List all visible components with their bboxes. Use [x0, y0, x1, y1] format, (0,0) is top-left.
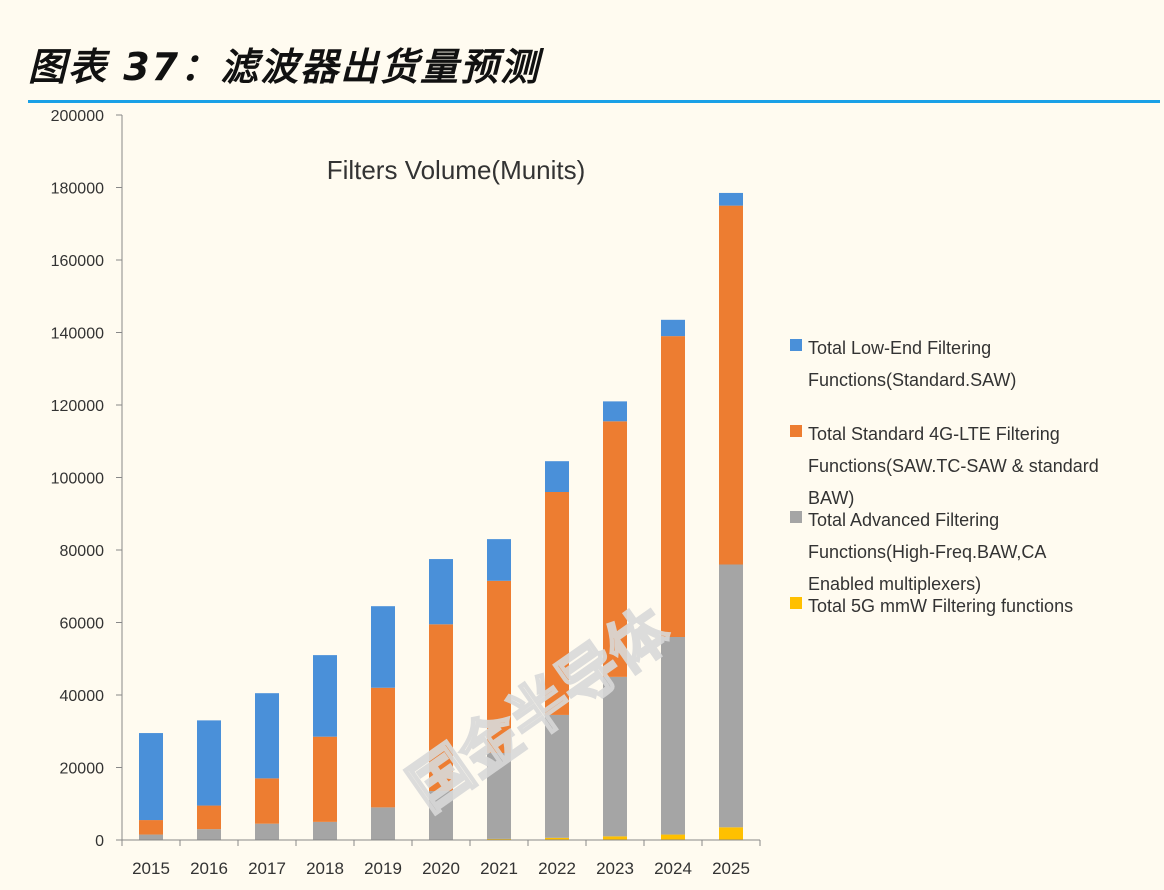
- bar-segment: [545, 837, 569, 840]
- bar-segment: [371, 606, 395, 688]
- legend-label: Total Standard 4G-LTE Filtering: [808, 424, 1060, 444]
- legend-swatch: [790, 339, 802, 351]
- bar-segment: [371, 807, 395, 840]
- y-tick-label: 20000: [60, 761, 105, 778]
- legend-label: Total Low-End Filtering: [808, 338, 991, 358]
- legend-label: Total 5G mmW Filtering functions: [808, 596, 1073, 616]
- x-tick-label: 2016: [190, 859, 228, 878]
- bar-segment: [255, 693, 279, 779]
- bars-layer: [139, 192, 743, 840]
- legend-swatch: [790, 425, 802, 437]
- x-tick-label: 2019: [364, 859, 402, 878]
- x-tick-label: 2020: [422, 859, 460, 878]
- y-tick-label: 140000: [51, 326, 104, 343]
- x-tick-label: 2025: [712, 859, 750, 878]
- bar-segment: [545, 461, 569, 492]
- legend-label: Enabled multiplexers): [808, 574, 981, 594]
- bar-segment: [719, 205, 743, 565]
- bar-segment: [313, 821, 337, 840]
- y-tick-label: 80000: [60, 543, 105, 560]
- x-tick-label: 2015: [132, 859, 170, 878]
- bar-segment: [487, 539, 511, 581]
- y-tick-label: 0: [95, 833, 104, 850]
- bar-segment: [429, 624, 453, 792]
- bar-segment: [545, 714, 569, 838]
- x-tick-label: 2022: [538, 859, 576, 878]
- bar-segment: [661, 336, 685, 637]
- y-tick-label: 160000: [51, 253, 104, 270]
- bar-segment: [487, 580, 511, 753]
- y-tick-label: 180000: [51, 181, 104, 198]
- bar-segment: [603, 421, 627, 677]
- legend-label: Total Advanced Filtering: [808, 510, 999, 530]
- bar-segment: [429, 791, 453, 840]
- bar-segment: [719, 192, 743, 206]
- legend-swatch: [790, 597, 802, 609]
- bar-segment: [661, 834, 685, 840]
- bar-segment: [255, 778, 279, 824]
- x-tick-label: 2018: [306, 859, 344, 878]
- bar-segment: [719, 564, 743, 828]
- y-tick-label: 100000: [51, 471, 104, 488]
- x-tick-label: 2023: [596, 859, 634, 878]
- legend: Total Low-End Filtering Functions(Standar…: [790, 338, 1099, 616]
- x-tick-label: 2017: [248, 859, 286, 878]
- chart-title: Filters Volume(Munits): [327, 155, 586, 185]
- bar-segment: [313, 736, 337, 822]
- bar-segment: [139, 834, 163, 840]
- bar-segment: [661, 319, 685, 337]
- bar-segment: [545, 492, 569, 715]
- bar-segment: [313, 655, 337, 737]
- bar-segment: [197, 805, 221, 830]
- y-tick-label: 60000: [60, 616, 105, 633]
- x-tick-label: 2021: [480, 859, 518, 878]
- legend-swatch: [790, 511, 802, 523]
- bar-segment: [139, 820, 163, 835]
- y-tick-label: 120000: [51, 398, 104, 415]
- legend-label: Functions(Standard.SAW): [808, 370, 1016, 390]
- bar-segment: [197, 829, 221, 840]
- figure-title: 图表 37：滤波器出货量预测: [28, 45, 541, 89]
- bar-segment: [197, 720, 221, 806]
- bar-segment: [255, 823, 279, 840]
- bar-segment: [429, 559, 453, 625]
- bar-segment: [719, 827, 743, 840]
- title-rule: [28, 100, 1160, 103]
- bar-segment: [487, 838, 511, 840]
- axes-layer: 0 20000 40000 60000 80000 100000 120000 140000 1…: [51, 108, 761, 878]
- bar-segment: [661, 637, 685, 835]
- legend-label: Functions(High-Freq.BAW,CA: [808, 542, 1046, 562]
- bar-segment: [487, 753, 511, 839]
- y-tick-label: 200000: [51, 108, 104, 125]
- bar-segment: [139, 733, 163, 821]
- legend-label: Functions(SAW.TC-SAW & standard: [808, 456, 1099, 476]
- bar-segment: [371, 687, 395, 808]
- bar-segment: [603, 401, 627, 422]
- bar-segment: [603, 836, 627, 840]
- bar-segment: [603, 676, 627, 837]
- x-tick-label: 2024: [654, 859, 692, 878]
- y-tick-label: 40000: [60, 688, 105, 705]
- legend-label: BAW): [808, 488, 854, 508]
